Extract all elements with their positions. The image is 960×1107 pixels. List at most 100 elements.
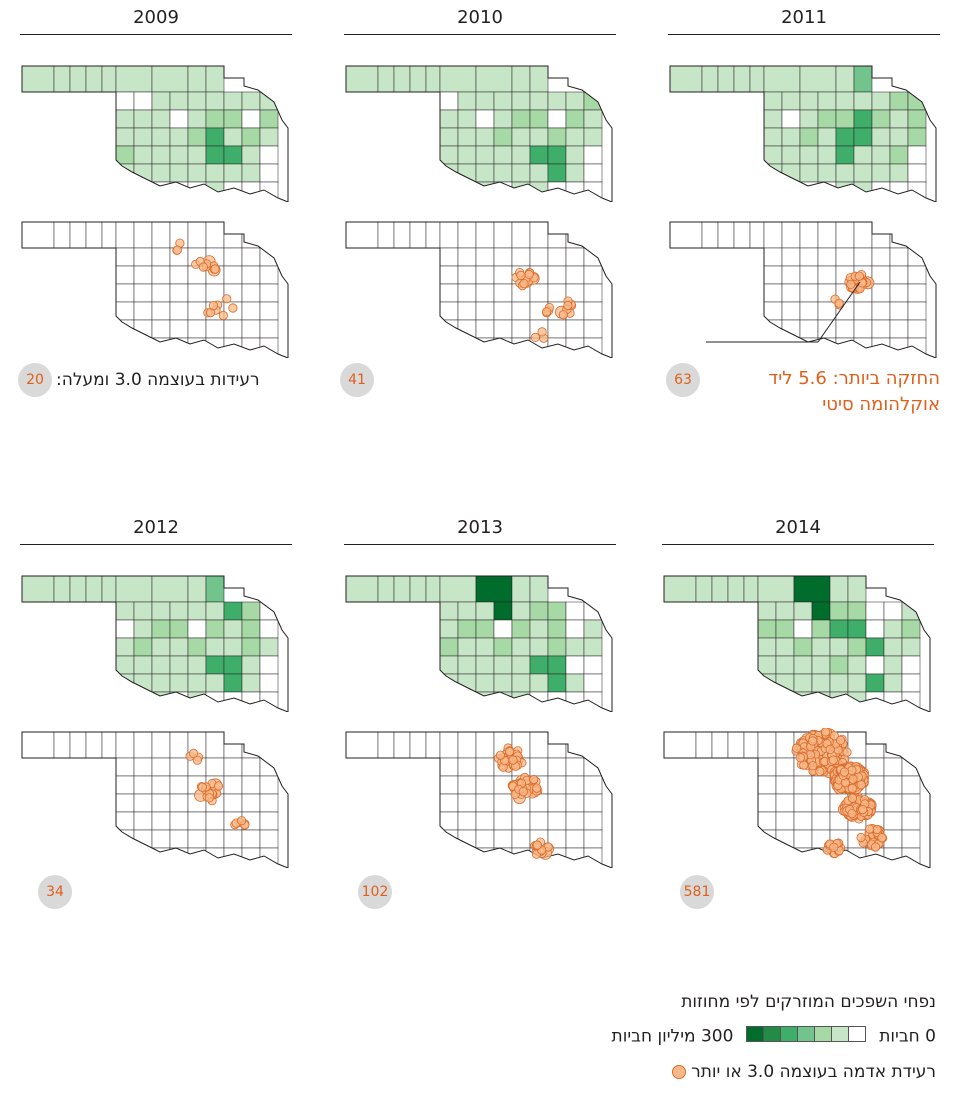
- county-cell: [187, 301, 207, 321]
- county-cell: [69, 222, 87, 249]
- county-cell: [133, 247, 153, 267]
- county-cell: [53, 576, 71, 603]
- county-cell: [565, 673, 585, 693]
- county-cell: [475, 337, 495, 358]
- earthquake-map: [21, 221, 289, 358]
- county-cell: [775, 673, 795, 693]
- county-cell: [547, 601, 567, 621]
- county-cell: [115, 601, 135, 621]
- county-cell: [241, 319, 261, 339]
- county-cell: [835, 337, 855, 358]
- county-cell: [425, 732, 441, 759]
- state-outline: [21, 575, 289, 712]
- county-cell: [565, 775, 585, 795]
- county-cell: [115, 619, 135, 639]
- earthquake-dot: [542, 307, 552, 317]
- county-cell: [547, 145, 567, 165]
- county-cell: [775, 793, 795, 813]
- county-cell: [853, 319, 873, 339]
- county-cell: [439, 847, 459, 868]
- county-cell: [457, 732, 477, 759]
- ramp-swatch: [847, 1026, 866, 1042]
- county-cell: [871, 283, 891, 303]
- county-cell: [205, 283, 225, 303]
- county-cell: [829, 655, 849, 675]
- county-cell: [529, 576, 549, 603]
- county-cell: [241, 265, 261, 285]
- county-cell: [817, 91, 837, 111]
- county-cell: [259, 265, 279, 285]
- county-cell: [793, 829, 813, 849]
- county-cell: [781, 222, 801, 249]
- county-cell: [169, 673, 189, 693]
- annotation-line-2: אוקלהומה סיטי: [822, 394, 940, 415]
- county-cell: [169, 337, 189, 358]
- county-cell: [409, 732, 427, 759]
- earthquake-dot: [865, 824, 875, 834]
- county-cell: [169, 91, 189, 111]
- county-cell: [439, 127, 459, 147]
- county-cell: [775, 691, 795, 712]
- count-badge: 34: [38, 875, 72, 909]
- title-rule: [668, 34, 940, 35]
- county-cell: [187, 576, 207, 603]
- earthquake-dot: [558, 310, 568, 320]
- county-cell: [169, 732, 189, 759]
- county-cell: [133, 637, 153, 657]
- county-cell: [763, 127, 783, 147]
- county-cell: [457, 91, 477, 111]
- county-cell: [475, 619, 495, 639]
- county-cell: [865, 673, 885, 693]
- county-cell: [475, 91, 495, 111]
- county-cell: [223, 265, 243, 285]
- county-cell: [511, 222, 531, 249]
- county-cell: [835, 91, 855, 111]
- county-cell: [835, 145, 855, 165]
- county-cell: [511, 337, 531, 358]
- county-cell: [133, 91, 153, 111]
- county-cell: [115, 757, 135, 777]
- county-cell: [493, 91, 513, 111]
- county-cell: [475, 601, 495, 621]
- county-cell: [133, 319, 153, 339]
- county-cell: [241, 655, 261, 675]
- county-cell: [583, 847, 603, 868]
- county-cell: [757, 732, 777, 759]
- county-cell: [701, 222, 719, 249]
- county-cell: [205, 757, 225, 777]
- panel-2012: 2012: [20, 518, 292, 908]
- county-cell: [439, 691, 459, 712]
- county-cell: [835, 163, 855, 183]
- county-cell: [757, 576, 795, 603]
- county-cell: [847, 601, 867, 621]
- county-cell: [151, 247, 171, 267]
- county-cell: [493, 319, 513, 339]
- county-cell: [583, 283, 603, 303]
- county-cell: [889, 247, 909, 267]
- county-cell: [817, 319, 837, 339]
- county-cell: [811, 691, 831, 712]
- county-cell: [847, 847, 867, 868]
- state-outline: [345, 575, 613, 712]
- ramp-swatch: [813, 1026, 832, 1042]
- county-cell: [205, 319, 225, 339]
- county-cell: [223, 619, 243, 639]
- earthquake-map: [345, 221, 613, 358]
- county-cell: [241, 247, 261, 267]
- county-cell: [757, 691, 777, 712]
- strongest-quake-annotation: החזקה ביותר: 5.6 ליד אוקלהומה סיטי: [700, 366, 940, 418]
- county-cell: [901, 829, 921, 849]
- county-cell: [565, 757, 585, 777]
- county-cell: [151, 811, 171, 831]
- county-cell: [583, 732, 603, 759]
- earthquake-dot: [854, 271, 864, 281]
- county-cell: [583, 127, 603, 147]
- panel-2013: 2013: [344, 518, 616, 908]
- county-cell: [475, 847, 495, 868]
- county-cell: [853, 163, 873, 183]
- county-cell: [22, 222, 55, 249]
- county-cell: [259, 91, 279, 111]
- county-cell: [889, 301, 909, 321]
- county-cell: [115, 127, 135, 147]
- county-cell: [865, 619, 885, 639]
